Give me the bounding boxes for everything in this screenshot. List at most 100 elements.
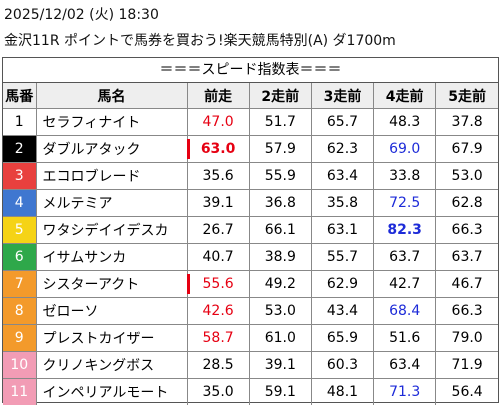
row: 9 プレストカイザー 58.7 61.0 65.9 51.6 79.0 [3,324,498,352]
horse-number: 2 [3,135,37,163]
horse-number: 5 [3,216,37,244]
speed-index: 72.5 [373,189,437,217]
row: 10 クリノキングボス 28.5 39.1 60.3 63.4 71.9 [3,351,498,379]
speed-index: 62.9 [310,270,375,298]
speed-index: 49.2 [248,270,312,298]
column-header: 3走前 [310,83,375,109]
horse-number: 9 [3,324,37,352]
speed-index: 62.8 [435,189,498,217]
horse-name: メルテミア [35,189,188,217]
column-header: 馬番 [3,83,37,109]
row: 1 セラフィナイト 47.0 51.7 65.7 48.3 37.8 [3,108,498,136]
speed-index: 56.4 [435,378,498,405]
horse-name: イサムサンカ [35,243,188,271]
horse-name: ゼローソ [35,297,188,325]
speed-index: 38.9 [248,243,312,271]
table: 馬番 馬名 前走 2走前 3走前 4走前 5走前 1 セラフィナイト 47.0 51.7 65.7 4… [3,83,498,405]
horse-name: シスターアクト [35,270,188,298]
speed-index: 33.8 [373,162,437,190]
speed-index: 67.9 [435,135,498,163]
row: 8 ゼローソ 42.6 53.0 43.4 68.4 66.3 [3,297,498,325]
horse-name: プレストカイザー [35,324,188,352]
speed-index: 57.9 [248,135,312,163]
speed-index: 51.7 [248,108,312,136]
column-header: 4走前 [373,83,437,109]
row: 5 ワタシデイイデスカ 26.7 66.1 63.1 82.3 66.3 [3,216,498,244]
speed-index: 35.8 [310,189,375,217]
row: 4 メルテミア 39.1 36.8 35.8 72.5 62.8 [3,189,498,217]
speed-index: 66.3 [435,297,498,325]
speed-index: 55.6 [186,270,250,298]
horse-name: ダブルアタック [35,135,188,163]
speed-index: 61.0 [248,324,312,352]
datetime: 2025/12/02 (火) 18:30 [4,7,159,23]
speed-index: 79.0 [435,324,498,352]
speed-index: 28.5 [186,351,250,379]
horse-name: エコロブレード [35,162,188,190]
row: 6 イサムサンカ 40.7 38.9 55.7 63.7 63.7 [3,243,498,271]
speed-index: 69.0 [373,135,437,163]
horse-number: 8 [3,297,37,325]
row: 11 インペリアルモート 35.0 59.1 48.1 71.3 56.4 [3,378,498,405]
marker-bar [186,139,190,159]
speed-index: 40.7 [186,243,250,271]
horse-number: 6 [3,243,37,271]
speed-index: 59.1 [248,378,312,405]
horse-number: 11 [3,378,37,405]
speed-index: 51.6 [373,324,437,352]
speed-index: 37.8 [435,108,498,136]
speed-index: 66.3 [435,216,498,244]
horse-number: 7 [3,270,37,298]
speed-index: 55.9 [248,162,312,190]
column-header: 5走前 [435,83,498,109]
speed-index: 63.0 [186,135,250,163]
speed-index: 55.7 [310,243,375,271]
speed-index: 42.7 [373,270,437,298]
row: 7 シスターアクト 55.6 49.2 62.9 42.7 46.7 [3,270,498,298]
speed-index: 71.9 [435,351,498,379]
speed-index: 35.0 [186,378,250,405]
speed-index: 63.4 [310,162,375,190]
table-title: ＝＝＝スピード指数表＝＝＝ [3,58,498,83]
speed-index: 47.0 [186,108,250,136]
speed-index: 36.8 [248,189,312,217]
horse-number: 3 [3,162,37,190]
marker-bar [186,274,190,294]
speed-index: 60.3 [310,351,375,379]
speed-index: 63.7 [435,243,498,271]
speed-index: 62.3 [310,135,375,163]
speed-index: 63.4 [373,351,437,379]
speed-index: 48.3 [373,108,437,136]
speed-index: 66.1 [248,216,312,244]
speed-index: 71.3 [373,378,437,405]
horse-number: 10 [3,351,37,379]
speed-index: 26.7 [186,216,250,244]
race-info: 金沢11R ポイントで馬券を買おう!楽天競馬特別(A) ダ1700m [4,33,396,49]
speed-index: 43.4 [310,297,375,325]
speed-index: 46.7 [435,270,498,298]
speed-index: 48.1 [310,378,375,405]
column-header: 2走前 [248,83,312,109]
speed-index: 42.6 [186,297,250,325]
horse-name: ワタシデイイデスカ [35,216,188,244]
speed-index: 82.3 [373,216,437,244]
row: 2 ダブルアタック 63.0 57.9 62.3 69.0 67.9 [3,135,498,163]
speed-index: 68.4 [373,297,437,325]
column-header: 馬名 [35,83,188,109]
speed-index: 65.7 [310,108,375,136]
speed-index: 53.0 [435,162,498,190]
speed-index: 58.7 [186,324,250,352]
speed-index: 39.1 [186,189,250,217]
row: 3 エコロブレード 35.6 55.9 63.4 33.8 53.0 [3,162,498,190]
horse-number: 1 [3,108,37,136]
speed-index: 35.6 [186,162,250,190]
horse-name: インペリアルモート [35,378,188,405]
horse-name: セラフィナイト [35,108,188,136]
column-header: 前走 [186,83,250,109]
speed-index: 39.1 [248,351,312,379]
horse-number: 4 [3,189,37,217]
speed-index: 63.7 [373,243,437,271]
horse-name: クリノキングボス [35,351,188,379]
speed-index: 65.9 [310,324,375,352]
